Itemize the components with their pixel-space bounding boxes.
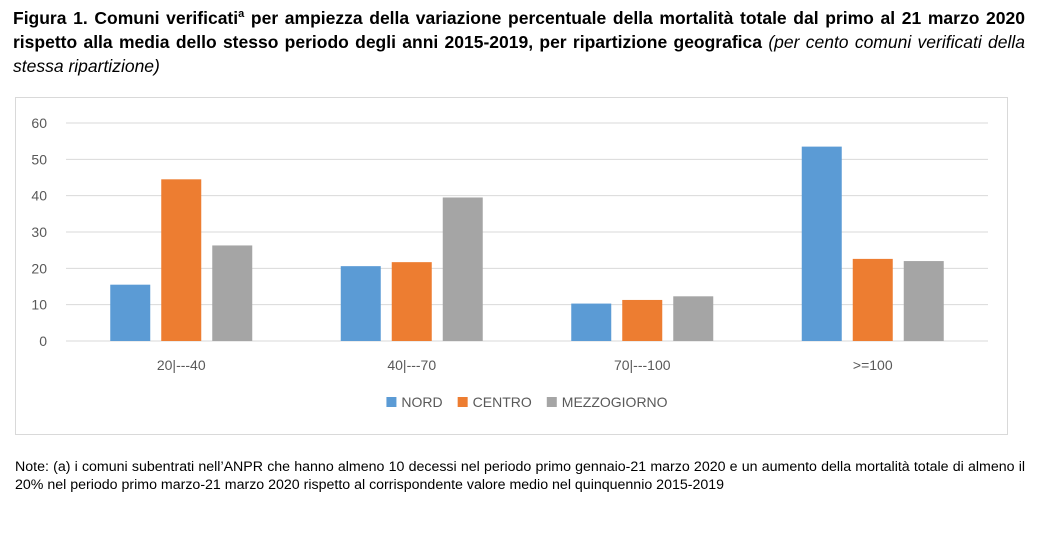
bar-nord [110, 284, 151, 341]
bar-chart: 0 10 20 30 40 50 60 20|---40 40|---70 70|---100 >=… [31, 115, 988, 410]
title-superscript: a [238, 8, 245, 21]
y-tick-label: 50 [31, 151, 47, 167]
y-tick-label: 0 [39, 333, 47, 349]
legend-swatch-mezzogiorno [546, 397, 557, 407]
legend-swatch-nord [386, 397, 397, 407]
figure-subtitle: (per cento comuni verificati della stess… [13, 32, 1025, 76]
title-main: per ampiezza della variazione percentual… [13, 8, 1025, 52]
legend-swatch-centro [457, 397, 468, 407]
bar-centro [161, 179, 202, 341]
y-tick-label: 40 [31, 188, 47, 204]
bar-centro [852, 258, 893, 341]
y-tick-label: 60 [31, 115, 47, 131]
x-tick-label: 40|---70 [387, 357, 436, 373]
legend-label-nord: NORD [401, 394, 442, 410]
bar-nord [340, 266, 381, 341]
chart-container: 0 10 20 30 40 50 60 20|---40 40|---70 70|---100 >=… [15, 97, 1008, 435]
x-tick-label: 20|---40 [157, 357, 206, 373]
y-tick-label: 10 [31, 297, 47, 313]
bar-mezzogiorno [212, 245, 253, 341]
bar-nord [571, 303, 612, 341]
x-tick-label: 70|---100 [614, 357, 671, 373]
figure-title: Figura 1. Comuni verificatia per ampiezz… [13, 6, 1025, 78]
bar-nord [801, 146, 842, 341]
bar-mezzogiorno [673, 296, 714, 341]
legend-label-mezzogiorno: MEZZOGIORNO [562, 394, 668, 410]
y-tick-label: 30 [31, 224, 47, 240]
bar-centro [622, 299, 663, 341]
bar-mezzogiorno [903, 261, 944, 341]
bar-mezzogiorno [442, 197, 483, 341]
legend-label-centro: CENTRO [473, 394, 532, 410]
footnote: Note: (a) i comuni subentrati nell’ANPR … [15, 459, 1025, 493]
y-tick-label: 20 [31, 260, 47, 276]
title-prefix: Figura 1. Comuni verificati [13, 8, 239, 28]
bar-centro [391, 262, 432, 341]
x-tick-label: >=100 [853, 357, 893, 373]
